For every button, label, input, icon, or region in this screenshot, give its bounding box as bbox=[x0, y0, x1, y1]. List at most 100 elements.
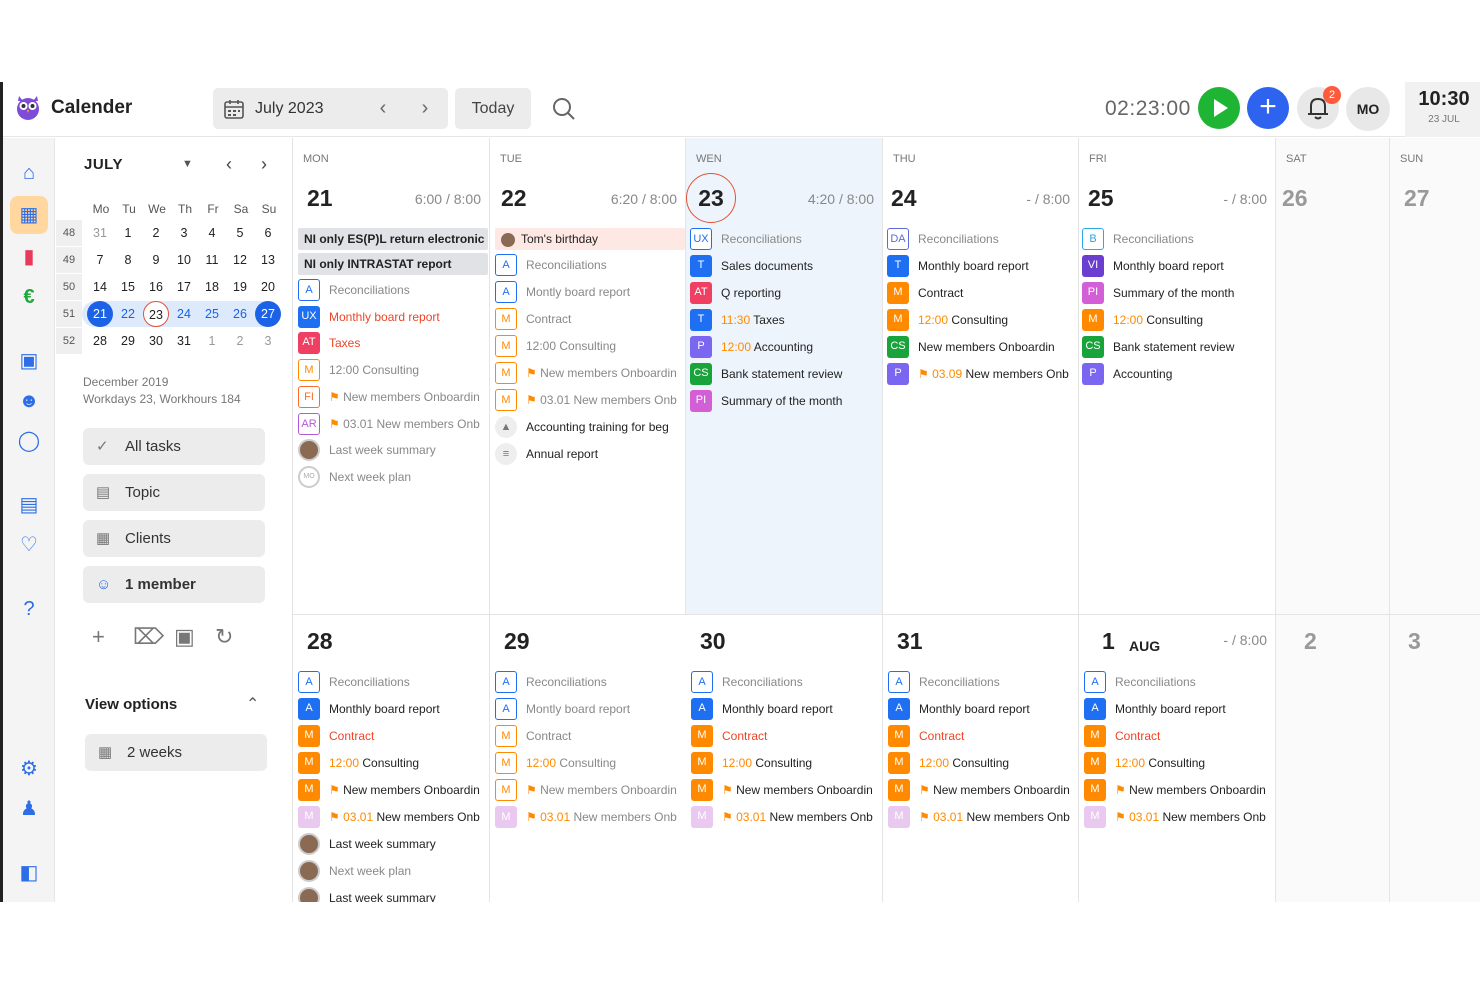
mini-day[interactable]: 6 bbox=[264, 226, 272, 240]
chevron-down-icon[interactable]: ▼ bbox=[182, 158, 193, 170]
save-icon[interactable]: ▣ bbox=[174, 624, 195, 649]
calendar-event[interactable]: M ⚑ 03.01 New members Onb bbox=[888, 806, 1076, 828]
day-number[interactable]: 3 bbox=[1408, 628, 1421, 654]
calendar-event[interactable]: UX Reconciliations bbox=[690, 228, 880, 250]
add-button[interactable]: + bbox=[1247, 87, 1289, 129]
mini-day[interactable]: 16 bbox=[149, 280, 163, 294]
calendar-event[interactable]: ≡ Annual report bbox=[495, 443, 683, 465]
mini-day[interactable]: 26 bbox=[233, 307, 247, 321]
calendar-event[interactable]: Last week summary bbox=[298, 439, 486, 462]
day-number[interactable]: 28 bbox=[307, 628, 333, 654]
calendar-event[interactable]: Last week summary bbox=[298, 887, 486, 902]
calendar-event[interactable]: FI ⚑ New members Onboardin bbox=[298, 385, 486, 408]
calendar-event[interactable]: A Montly board report bbox=[495, 698, 683, 720]
mini-day[interactable]: 21 bbox=[87, 301, 113, 327]
mini-day[interactable]: 14 bbox=[93, 280, 107, 294]
calendar-event[interactable]: M Contract bbox=[495, 725, 683, 747]
all-day-chip[interactable]: NI only INTRASTAT report bbox=[298, 253, 488, 275]
mini-prev-icon[interactable]: ‹ bbox=[226, 154, 232, 174]
day-number[interactable]: 29 bbox=[504, 628, 530, 654]
calendar-event[interactable]: A Reconciliations bbox=[1084, 671, 1272, 693]
calendar-event[interactable]: A Reconciliations bbox=[298, 279, 486, 301]
calendar-event[interactable]: M ⚑ 03.01 New members Onb bbox=[298, 806, 488, 828]
mini-day[interactable]: 27 bbox=[255, 301, 281, 327]
calendar-event[interactable]: M ⚑ New members Onboardin bbox=[495, 779, 683, 801]
mini-day[interactable]: 30 bbox=[149, 334, 163, 348]
calendar-event[interactable]: AT Taxes bbox=[298, 332, 486, 355]
clipboard-icon[interactable]: ▤ bbox=[19, 494, 39, 516]
calendar-event[interactable]: M ⚑ 03.01 New members Onb bbox=[495, 389, 683, 411]
mini-day[interactable]: 20 bbox=[261, 280, 275, 294]
calendar-event[interactable]: A Reconciliations bbox=[888, 671, 1076, 693]
calendar-event[interactable]: A Monthly board report bbox=[1084, 698, 1272, 720]
reports-icon[interactable]: ▮ bbox=[23, 246, 35, 268]
day-number[interactable]: 24 bbox=[891, 185, 917, 211]
day-number[interactable]: 26 bbox=[1282, 185, 1308, 211]
mini-day[interactable]: 13 bbox=[261, 253, 275, 267]
calendar-event[interactable]: M Contract bbox=[691, 725, 879, 747]
mini-day[interactable]: 3 bbox=[264, 334, 272, 348]
day-number[interactable]: 23 bbox=[686, 173, 736, 223]
calendar-event[interactable]: PI Summary of the month bbox=[690, 390, 880, 412]
calendar-event[interactable]: P 12:00 Accounting bbox=[690, 336, 880, 358]
day-number[interactable]: 31 bbox=[897, 628, 923, 654]
mini-day[interactable]: 1 bbox=[208, 334, 216, 348]
calendar-event[interactable]: T Sales documents bbox=[690, 255, 880, 277]
mini-day[interactable]: 17 bbox=[177, 280, 191, 294]
mini-day[interactable]: 31 bbox=[93, 226, 107, 240]
calendar-event[interactable]: MO Next week plan bbox=[298, 465, 486, 488]
user-avatar[interactable]: MO bbox=[1346, 87, 1390, 131]
calendar-event[interactable]: PI Summary of the month bbox=[1082, 282, 1272, 304]
play-button[interactable] bbox=[1198, 87, 1240, 129]
chat-icon[interactable]: ◯ bbox=[17, 430, 41, 452]
mini-day[interactable]: 2 bbox=[152, 226, 160, 240]
calendar-event[interactable]: P ⚑ 03.09 New members Onb bbox=[887, 363, 1075, 385]
calendar-event[interactable]: AR ⚑ 03.01 New members Onb bbox=[298, 412, 486, 435]
calendar-event[interactable]: M 12:00 Consulting bbox=[1084, 752, 1272, 774]
mini-calendar-month[interactable]: JULY bbox=[84, 156, 123, 173]
calendar-event[interactable]: M 12:00 Consulting bbox=[691, 752, 879, 774]
prev-month-icon[interactable]: ‹ bbox=[379, 97, 387, 119]
clients-button[interactable]: ▦ Clients bbox=[83, 520, 265, 557]
birthday-chip[interactable]: Tom's birthday bbox=[495, 228, 685, 250]
calendar-event[interactable]: A Reconciliations bbox=[495, 671, 683, 693]
calendar-event[interactable]: M 12:00 Consulting bbox=[1082, 309, 1272, 331]
mini-day[interactable]: 19 bbox=[233, 280, 247, 294]
calendar-event[interactable]: CS Bank statement review bbox=[690, 363, 880, 385]
calendar-event[interactable]: M Contract bbox=[888, 725, 1076, 747]
calendar-event[interactable]: A Reconciliations bbox=[495, 254, 683, 276]
calendar-event[interactable]: M 12:00 Consulting bbox=[298, 752, 488, 774]
calendar-event[interactable]: ▲ Accounting training for beg bbox=[495, 416, 683, 438]
next-month-icon[interactable]: › bbox=[421, 97, 429, 119]
calendar-event[interactable]: M ⚑ New members Onboardin bbox=[495, 362, 683, 384]
mini-day[interactable]: 31 bbox=[177, 334, 191, 348]
mini-day[interactable]: 28 bbox=[93, 334, 107, 348]
calendar-event[interactable]: M Contract bbox=[887, 282, 1075, 304]
calendar-event[interactable]: AT Q reporting bbox=[690, 282, 880, 304]
view-mode-select[interactable]: ▦ 2 weeks bbox=[85, 734, 267, 771]
mini-day[interactable]: 23 bbox=[143, 301, 169, 327]
calendar-event[interactable]: DA Reconciliations bbox=[887, 228, 1075, 250]
day-number[interactable]: 30 bbox=[700, 628, 726, 654]
mini-day[interactable]: 8 bbox=[124, 253, 132, 267]
mini-day[interactable]: 25 bbox=[205, 307, 219, 321]
mini-day[interactable]: 15 bbox=[121, 280, 135, 294]
mini-day[interactable]: 2 bbox=[236, 334, 244, 348]
day-number[interactable]: 2 bbox=[1304, 628, 1317, 654]
calendar-event[interactable]: M Contract bbox=[298, 725, 488, 747]
calendar-event[interactable]: M ⚑ 03.01 New members Onb bbox=[691, 806, 879, 828]
calendar-event[interactable]: M 12:00 Consulting bbox=[887, 309, 1075, 331]
add-icon[interactable]: + bbox=[92, 624, 105, 649]
calendar-event[interactable]: A Monthly board report bbox=[888, 698, 1076, 720]
today-button[interactable]: Today bbox=[455, 88, 531, 129]
profile-icon[interactable]: ♟ bbox=[20, 798, 38, 820]
mini-day[interactable]: 3 bbox=[180, 226, 188, 240]
users-icon[interactable]: ☻ bbox=[18, 390, 40, 412]
day-number[interactable]: 22 bbox=[501, 185, 527, 211]
calendar-event[interactable]: T Monthly board report bbox=[887, 255, 1075, 277]
calendar-event[interactable]: P Accounting bbox=[1082, 363, 1272, 385]
search-icon[interactable] bbox=[551, 96, 577, 122]
calendar-event[interactable]: M Contract bbox=[495, 308, 683, 330]
mini-day[interactable]: 4 bbox=[208, 226, 216, 240]
help-icon[interactable]: ? bbox=[23, 598, 35, 620]
